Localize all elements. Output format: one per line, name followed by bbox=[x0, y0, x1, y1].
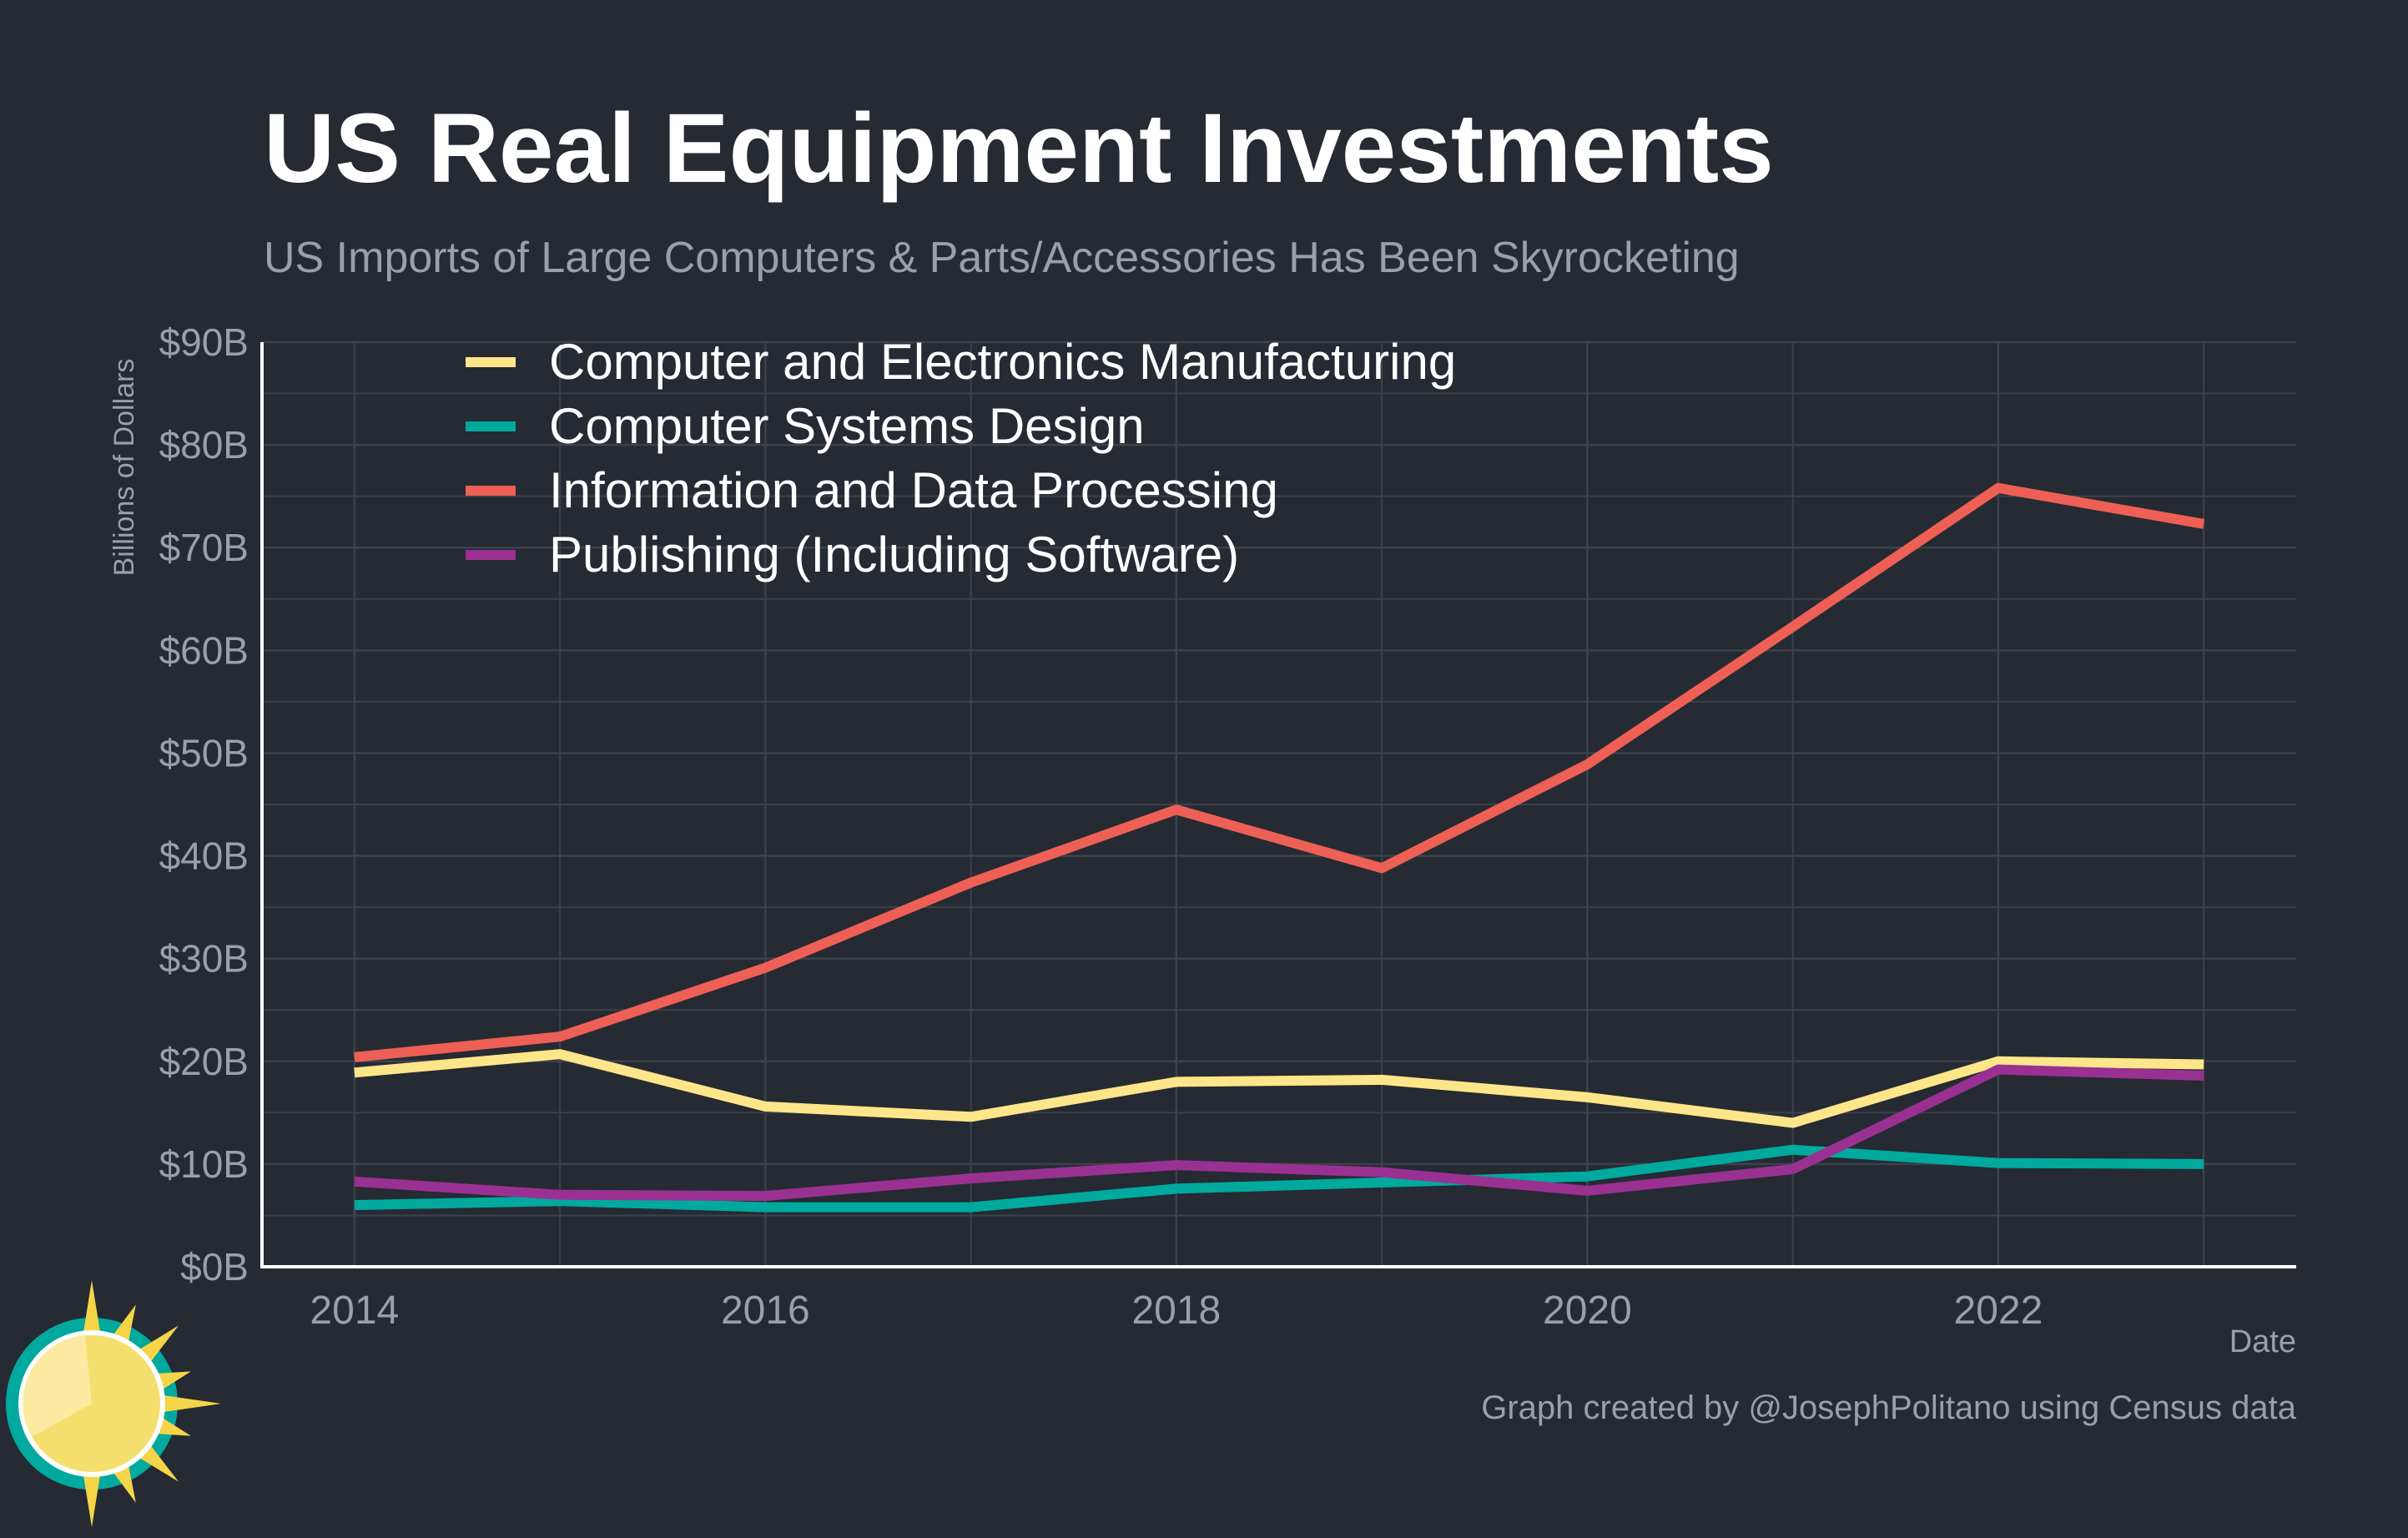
series-line-0 bbox=[354, 1049, 2204, 1128]
x-axis-title: Date bbox=[2229, 1324, 2296, 1359]
y-tick-label: $30B bbox=[159, 937, 249, 981]
y-tick-labels: $0B $10B $20B $30B $40B $50B $60B $70B $80B $90B bbox=[159, 320, 249, 1288]
x-tick-label: 2022 bbox=[1954, 1288, 2043, 1333]
chart-title: US Real Equipment Investments bbox=[264, 93, 1774, 204]
legend: Computer and Electronics Manufacturing Co… bbox=[466, 334, 1456, 582]
y-tick-label: $20B bbox=[159, 1040, 249, 1083]
legend-label: Publishing (Including Software) bbox=[549, 527, 1239, 582]
x-tick-label: 2014 bbox=[310, 1288, 399, 1333]
legend-label: Computer and Electronics Manufacturing bbox=[549, 334, 1456, 390]
chart-subtitle: US Imports of Large Computers & Parts/Ac… bbox=[264, 234, 1740, 282]
sun-highlight bbox=[23, 1335, 92, 1437]
axes bbox=[260, 342, 2296, 1268]
sun-rays-icon bbox=[83, 1280, 221, 1527]
series-lines bbox=[354, 482, 2205, 1213]
legend-label: Information and Data Processing bbox=[549, 462, 1278, 518]
y-tick-label: $10B bbox=[159, 1142, 249, 1186]
series-line-3 bbox=[354, 1064, 2204, 1202]
series-line-2 bbox=[354, 482, 2205, 1062]
y-tick-label: $50B bbox=[159, 731, 249, 774]
y-tick-label: $60B bbox=[159, 628, 249, 672]
y-tick-label: $70B bbox=[159, 526, 249, 569]
series-line-1 bbox=[354, 1144, 2204, 1213]
y-tick-label: $80B bbox=[159, 423, 249, 466]
y-axis-title: Billions of Dollars bbox=[108, 359, 140, 577]
x-tick-label: 2020 bbox=[1543, 1288, 1632, 1333]
y-tick-label: $90B bbox=[159, 320, 249, 364]
y-tick-label: $40B bbox=[159, 835, 249, 878]
chart-caption: Graph created by @JosephPolitano using C… bbox=[1481, 1389, 2297, 1426]
x-tick-label: 2016 bbox=[721, 1288, 810, 1333]
x-tick-labels: 2014 2016 2018 2020 2022 bbox=[310, 1288, 2043, 1333]
legend-label: Computer Systems Design bbox=[549, 398, 1145, 454]
x-tick-label: 2018 bbox=[1131, 1288, 1221, 1333]
sun-logo bbox=[6, 1280, 221, 1527]
y-tick-label: $0B bbox=[180, 1245, 249, 1288]
